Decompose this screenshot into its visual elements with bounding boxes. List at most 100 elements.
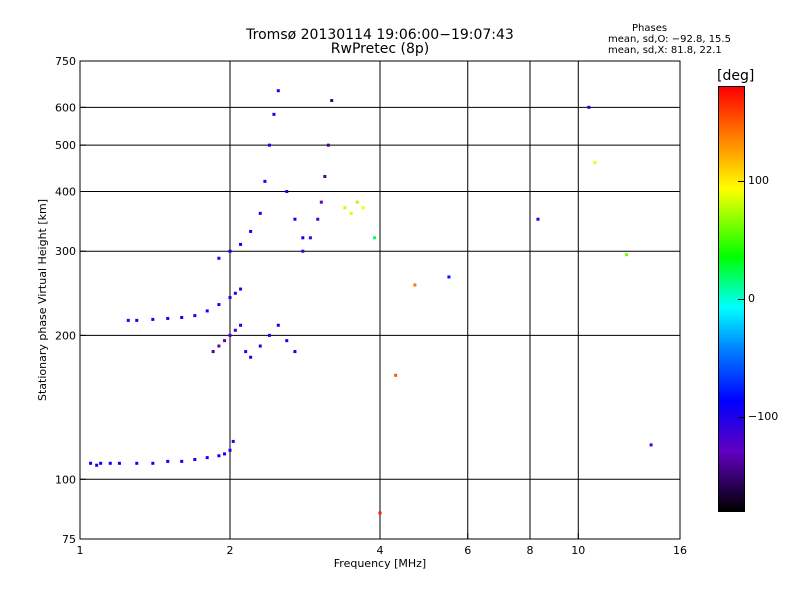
data-point [228,333,232,337]
data-point [95,463,99,467]
data-point [223,452,227,456]
data-point [205,456,209,460]
data-point [108,461,112,465]
data-point [593,160,597,164]
data-point [228,448,232,452]
data-point [99,461,103,465]
data-point [267,333,271,337]
data-point [394,373,398,377]
x-tick-label: 4 [377,544,384,557]
data-point [89,461,93,465]
data-point [258,344,262,348]
data-point [301,249,305,253]
data-point [217,256,221,260]
data-point [126,318,130,322]
data-point [166,459,170,463]
data-point [258,211,262,215]
data-point [180,459,184,463]
data-point [355,200,359,204]
data-point [211,350,215,354]
data-point [276,89,280,93]
y-tick-label: 400 [55,185,76,198]
data-point [319,200,323,204]
colorbar-tick-mark [738,416,744,418]
colorbar-tick-label: 100 [748,174,769,188]
data-point [330,99,334,103]
data-point [217,303,221,307]
stats-heading: Phases [632,23,668,34]
chart-subtitle: RwPretec (8p) [330,41,430,57]
data-point [316,217,320,221]
data-point [649,443,653,447]
data-point [193,314,197,318]
data-point [233,328,237,332]
data-point [166,316,170,320]
data-point [308,236,312,240]
data-point [378,511,382,515]
data-point [205,309,209,313]
data-point [249,229,253,233]
x-tick-label: 2 [227,544,234,557]
grid-layer [80,61,680,539]
data-point [244,350,248,354]
data-point [135,461,139,465]
y-tick-label: 200 [55,329,76,342]
data-point [293,350,297,354]
data-point [625,253,629,257]
chart-title: Tromsø 20130114 19:06:00−19:07:43 [246,27,514,43]
y-tick-label: 600 [55,101,76,114]
y-tick-label: 100 [55,473,76,486]
data-point [117,461,121,465]
colorbar-tick-label: 0 [748,292,755,305]
data-point [239,323,243,327]
data-point [151,317,155,321]
data-point [193,457,197,461]
colorbar-tick-mark [738,181,744,183]
data-point [343,206,347,210]
data-point [228,249,232,253]
data-point [301,236,305,240]
data-point [223,339,227,343]
data-point [217,344,221,348]
data-point [233,291,237,295]
x-axis-label: Frequency [MHz] [334,557,426,570]
data-point [239,242,243,246]
colorbar-tick-label: −100 [748,409,779,423]
data-point [413,283,417,287]
y-tick-label: 500 [55,139,76,152]
data-point [231,439,235,443]
data-point [285,189,289,193]
data-point [267,143,271,147]
colorbar-tick-mark [738,299,744,300]
data-point [249,355,253,359]
y-tick-label: 300 [55,245,76,258]
data-point [135,318,139,322]
x-tick-label: 16 [673,544,687,557]
data-point [285,339,289,343]
data-point [239,287,243,291]
data-point [263,179,267,183]
data-point [276,323,280,327]
x-tick-label: 6 [464,544,471,557]
data-point [373,236,377,240]
data-point [217,454,221,458]
data-point [536,217,540,221]
y-tick-label: 750 [55,55,76,68]
x-tick-label: 8 [527,544,534,557]
stats-line-x: mean, sd,X: 81.8, 22.1 [608,45,722,56]
x-tick-label: 10 [571,544,585,557]
data-point [180,315,184,319]
y-tick-label: 75 [62,533,76,546]
data-point [151,461,155,465]
data-point [361,206,365,210]
data-point [293,217,297,221]
data-point [587,105,591,109]
data-point [272,112,276,116]
data-point [228,296,232,300]
stats-line-o: mean, sd,O: −92.8, 15.5 [608,34,731,45]
data-point [326,143,330,147]
data-points-layer [89,89,653,515]
data-point [349,211,353,215]
colorbar-unit: [deg] [717,68,755,84]
